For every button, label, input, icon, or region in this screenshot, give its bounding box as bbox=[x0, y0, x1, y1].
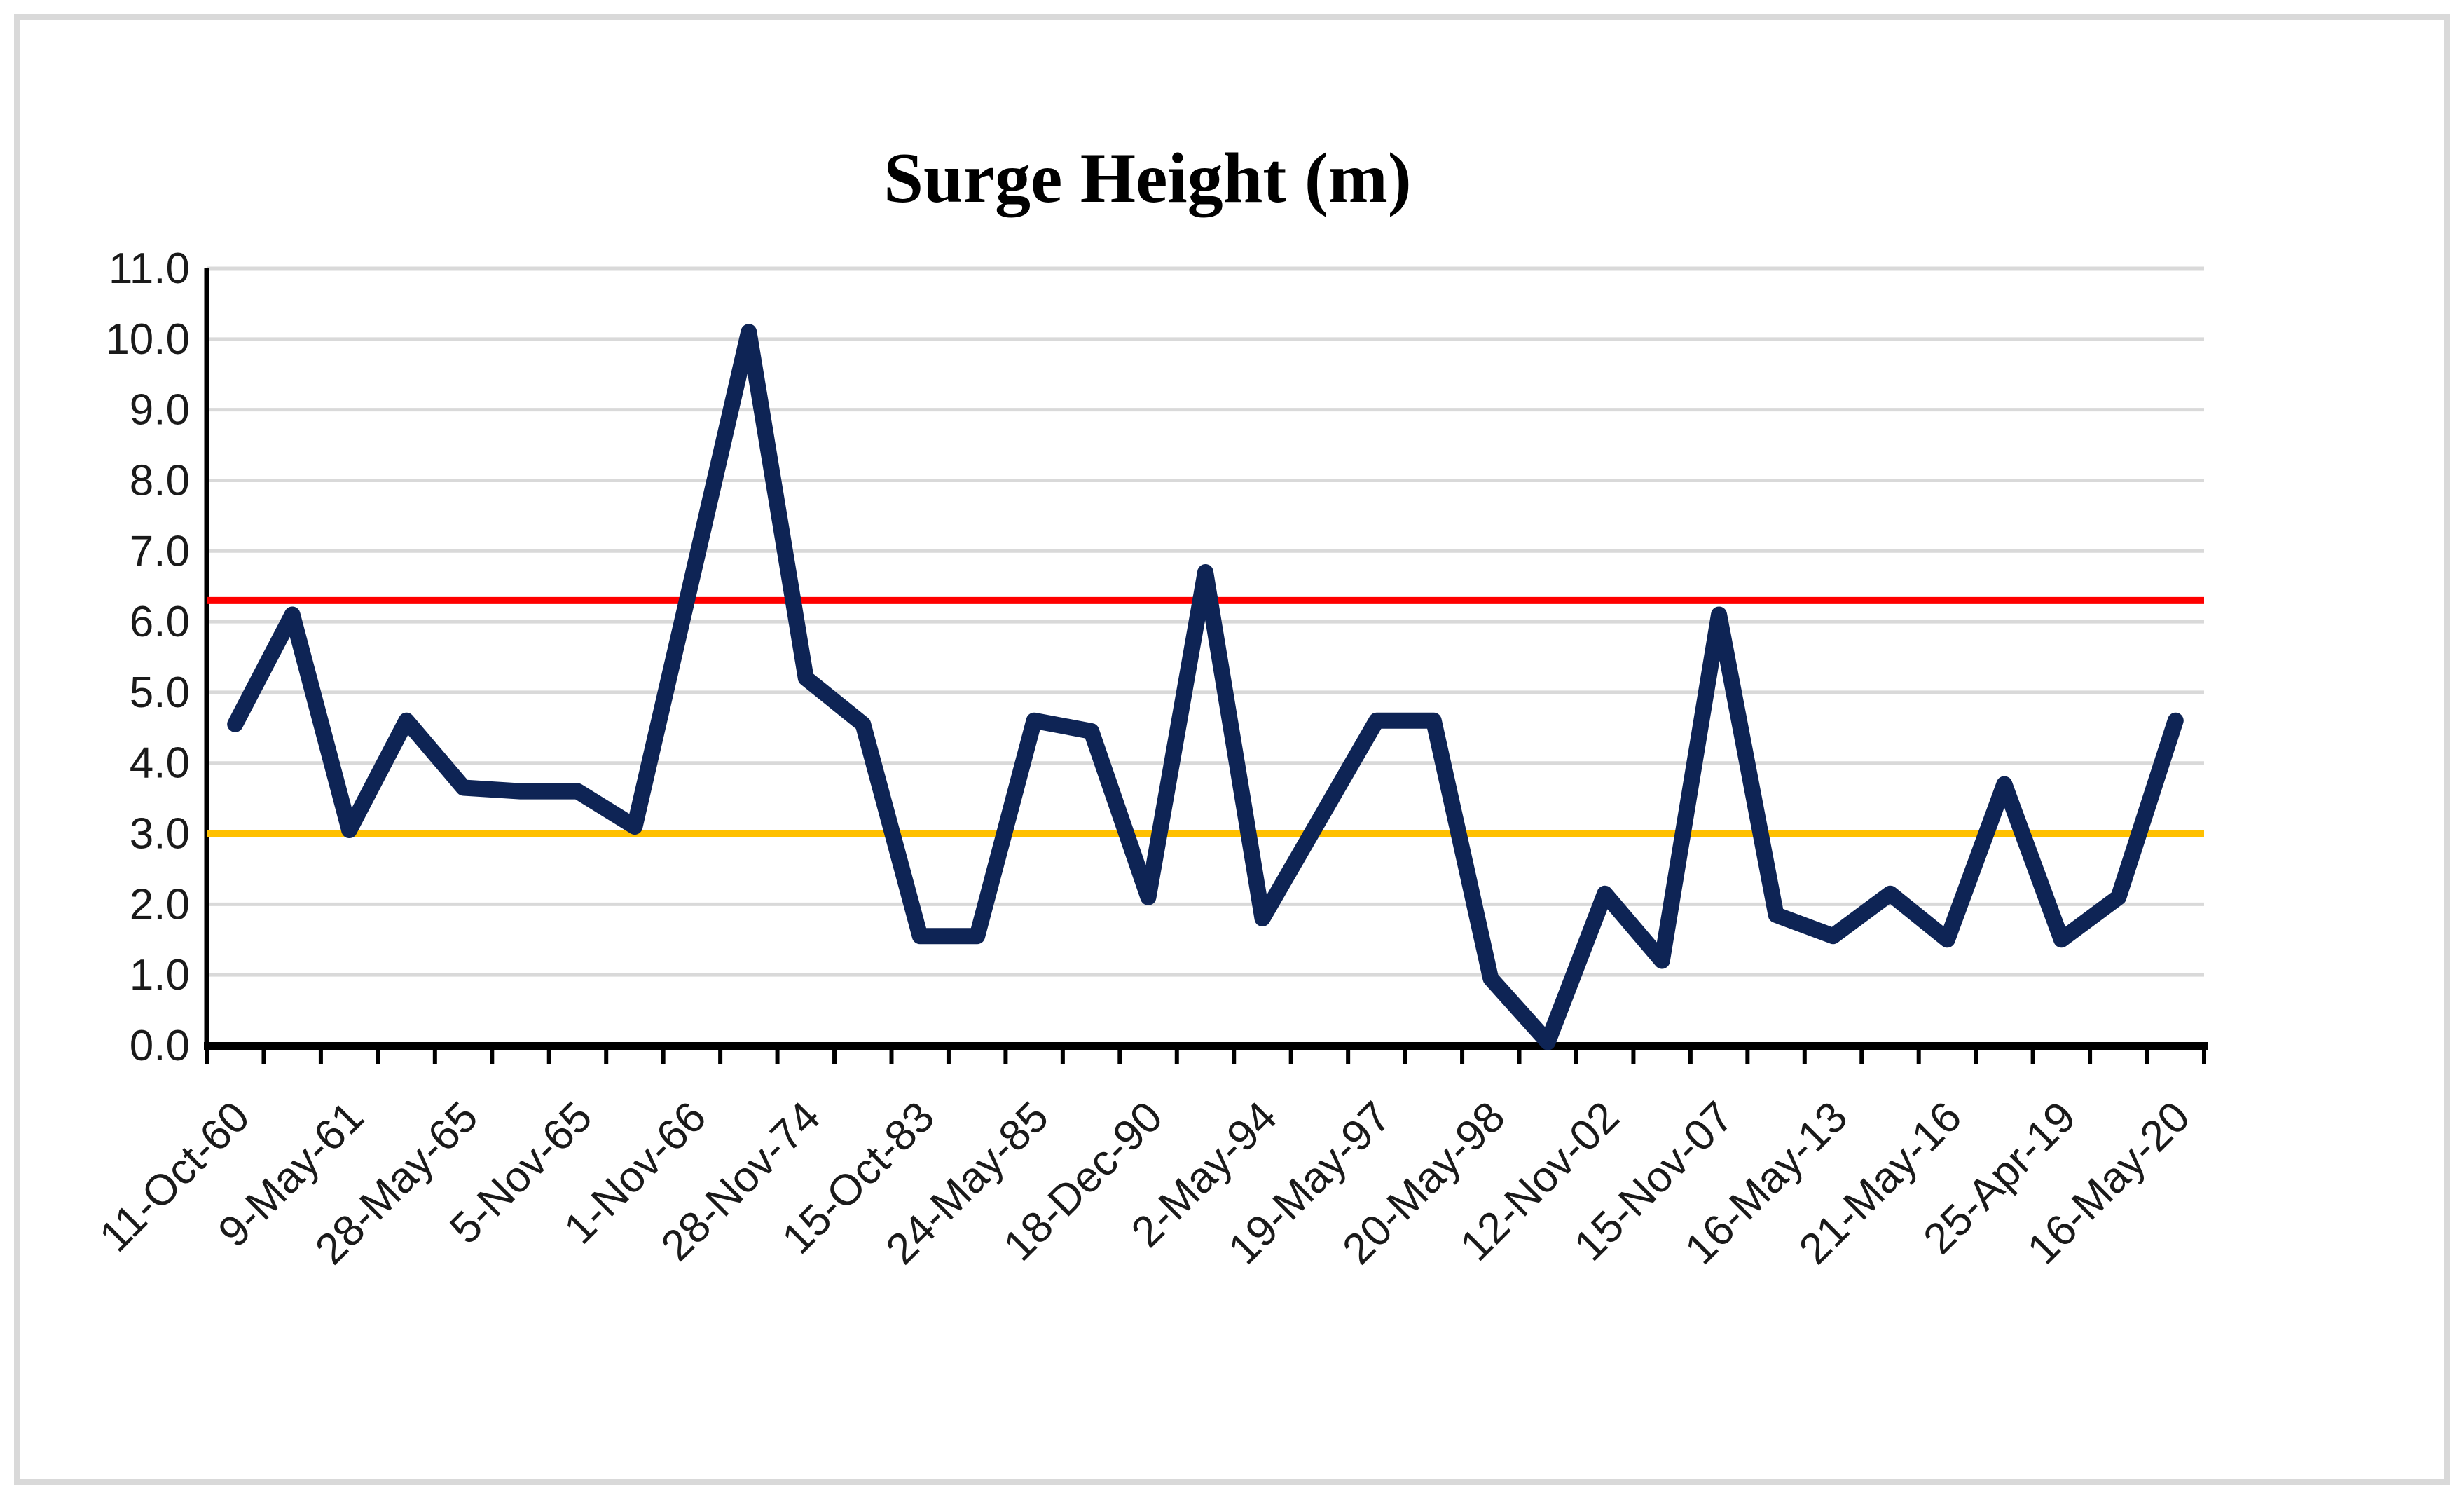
y-axis-tick-label: 3.0 bbox=[130, 810, 190, 858]
y-axis-tick-label: 11.0 bbox=[109, 245, 190, 293]
y-axis-tick-label: 5.0 bbox=[130, 669, 190, 717]
chart-border-frame bbox=[14, 14, 2450, 1485]
y-axis-tick-label: 7.0 bbox=[130, 527, 190, 575]
surge-height-series-line bbox=[227, 324, 2184, 1050]
y-axis-tick-label: 8.0 bbox=[130, 456, 190, 505]
y-axis-tick-label: 0.0 bbox=[130, 1022, 190, 1070]
y-axis-tick-label: 10.0 bbox=[105, 315, 190, 364]
chart-title: Surge Height (m) bbox=[883, 139, 1412, 218]
y-axis-tick-label: 4.0 bbox=[130, 739, 190, 788]
y-axis-tick-label: 9.0 bbox=[130, 386, 190, 434]
y-axis-tick-label: 2.0 bbox=[130, 880, 190, 929]
y-axis-tick-label: 1.0 bbox=[130, 951, 190, 999]
y-axis-tick-label: 6.0 bbox=[130, 598, 190, 646]
